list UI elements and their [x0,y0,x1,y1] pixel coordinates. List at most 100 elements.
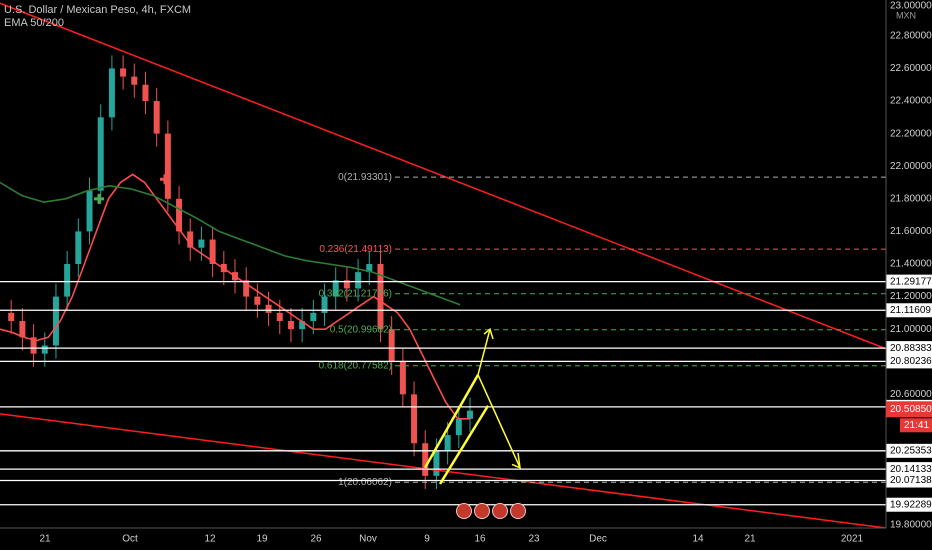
level-badge [886,303,932,318]
price-tick-label: 22.60000 [890,63,932,74]
level-badge-label: 19.92289 [890,499,932,510]
price-candle[interactable] [343,280,350,289]
price-candle[interactable] [41,345,48,354]
ema200-line[interactable] [0,181,461,306]
bear-arrow[interactable] [477,374,521,469]
price-candle[interactable] [399,361,406,395]
countdown-badge [900,418,932,433]
price-tick-label: 20.60000 [890,389,932,400]
level-badge-label: 20.14133 [890,464,932,475]
level-badge [886,462,932,477]
time-tick-label: Nov [359,534,377,545]
price-candle[interactable] [19,321,26,338]
price-candle[interactable] [444,435,451,452]
price-candle[interactable] [176,198,183,232]
price-axis-top-label: 23.00000 [890,1,932,12]
price-candle[interactable] [254,296,261,305]
emoji-icon[interactable] [474,503,490,519]
price-candle[interactable] [64,264,71,297]
channel-lower-line[interactable] [423,374,480,469]
emoji-icon[interactable] [456,503,472,519]
bull-arrowhead [483,327,494,340]
price-candle[interactable] [265,304,272,313]
time-tick-label: 26 [310,534,322,545]
price-candle[interactable] [187,231,194,248]
upper-trendline[interactable] [0,2,887,350]
fib-level-label: 1(20.06062) [338,477,392,488]
price-candle[interactable] [97,117,104,191]
emoji-icon[interactable] [492,503,508,519]
price-candle[interactable] [388,329,395,362]
price-candle[interactable] [321,296,328,313]
price-candle[interactable] [287,321,294,330]
ema50-line[interactable] [0,173,470,420]
price-candle[interactable] [411,394,418,444]
price-candle[interactable] [142,84,149,102]
price-tick-label: 21.20000 [890,291,932,302]
price-candle[interactable] [455,418,462,436]
price-candle[interactable] [422,443,429,476]
price-candle[interactable] [75,231,82,264]
emoji-icon[interactable] [510,503,526,519]
time-tick-label: 21 [744,534,756,545]
bull-arrow[interactable] [477,328,491,376]
price-candle[interactable] [86,190,93,232]
level-badge-label: 20.25353 [890,445,932,456]
price-candle[interactable] [52,296,59,346]
price-candle[interactable] [332,280,339,297]
level-badge [886,274,932,289]
time-tick-label: 16 [474,534,486,545]
price-candle[interactable] [153,101,160,134]
chart-legend: U.S. Dollar / Mexican Peso, 4h, FXCM EMA… [4,4,191,30]
fib-level-label: 0(21.93301) [338,172,392,183]
price-candle[interactable] [355,272,362,289]
price-candle[interactable] [8,312,15,322]
price-candle[interactable] [299,321,306,330]
price-candle[interactable] [198,239,205,248]
death-cross-marker [160,174,170,185]
time-tick-label: 9 [424,534,430,545]
level-badge-label: 20.88383 [890,343,932,354]
level-badge [886,497,932,512]
price-candle[interactable] [120,68,127,77]
price-candle[interactable] [30,337,37,354]
countdown-label: 21:41 [904,420,929,431]
price-tick-label: 22.80000 [890,30,932,41]
price-candle[interactable] [131,76,138,85]
lower-trendline[interactable] [0,413,887,529]
price-tick-label: 21.60000 [890,226,932,237]
level-badge [886,354,932,369]
level-badge [886,473,932,488]
fib-level-label: 0.382(21.21776) [319,288,392,299]
price-candle[interactable] [433,451,440,476]
price-tick-label: 21.00000 [890,324,932,335]
price-candle[interactable] [108,68,115,118]
price-candle[interactable] [276,312,283,322]
price-candle[interactable] [366,264,373,273]
emoji-reactions[interactable] [456,503,526,519]
time-tick-label: 21 [39,534,51,545]
current-price-label: 20.50850 [890,404,932,415]
time-tick-label: 19 [256,534,268,545]
symbol-title: U.S. Dollar / Mexican Peso, 4h, FXCM [4,4,192,16]
price-tick-label: 21.40000 [890,259,932,270]
current-price-badge [886,401,932,418]
currency-label: MXN [896,10,916,20]
price-axis[interactable] [886,0,932,550]
price-candle[interactable] [467,410,473,419]
price-candle[interactable] [209,239,216,264]
price-candle[interactable] [164,133,171,199]
price-tick-label: 22.20000 [890,128,932,139]
price-candle[interactable] [243,280,250,297]
level-badge-label: 21.29177 [890,276,932,287]
fib-level-label: 0.618(20.77582) [319,360,392,371]
channel-upper-line[interactable] [438,405,490,485]
fib-level-label: 0.5(20.99682) [330,324,392,335]
price-tick-label: 21.80000 [890,193,932,204]
price-candle[interactable] [377,264,384,330]
price-candle[interactable] [310,312,317,322]
bear-arrowhead [511,452,521,469]
